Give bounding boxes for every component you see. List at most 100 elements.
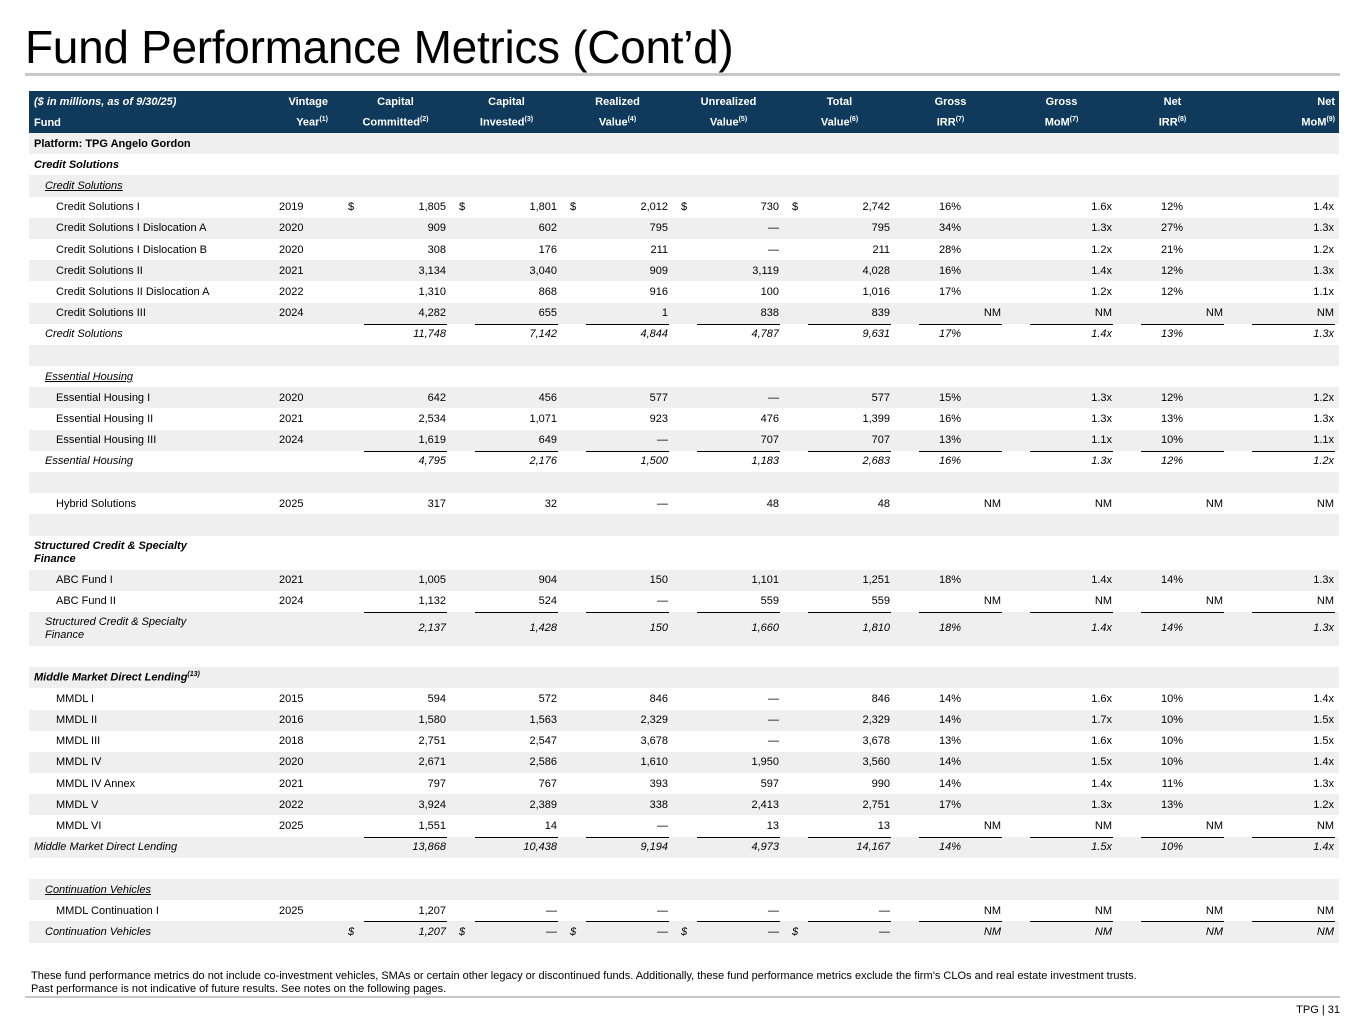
value: 2,413: [751, 798, 779, 811]
fund-row: ABC Fund II 2024 1,132 524 — 559 559 NM NM NM NM: [29, 591, 1339, 612]
value: 2,751: [862, 798, 890, 811]
net-mom-cell: 1.3x: [1228, 569, 1339, 591]
value: —: [768, 222, 779, 235]
value: —: [657, 497, 668, 510]
value: 1.5x: [1313, 714, 1334, 727]
net-irr-cell: 10%: [1117, 751, 1228, 774]
unrealized-value-cell: 559: [673, 591, 784, 612]
net-irr-cell: 10%: [1117, 429, 1228, 451]
value: 18%: [938, 574, 961, 587]
row-label: Essential Housing: [45, 455, 134, 468]
row-label: ABC Fund II: [56, 595, 116, 608]
value: 10%: [1160, 714, 1183, 727]
value: 11%: [1161, 777, 1183, 790]
net-irr-cell: 12%: [1117, 260, 1228, 282]
value: 1.2x: [1313, 798, 1334, 811]
vintage-year: 2015: [279, 692, 304, 705]
value: —: [657, 595, 668, 608]
value: 338: [649, 798, 668, 811]
fund-name: Credit Solutions I Dislocation A: [29, 217, 255, 239]
header-label: IRR: [1158, 116, 1178, 129]
unrealized-value-cell: —: [673, 239, 784, 260]
value: 1.3x: [1091, 455, 1112, 468]
capital-committed-cell: 2,671: [340, 751, 451, 774]
total-value-cell: 559: [784, 591, 895, 612]
value: NM: [1205, 497, 1223, 510]
net-irr-cell: NM: [1117, 493, 1228, 514]
value: —: [657, 434, 668, 447]
value: 1.3x: [1313, 574, 1334, 587]
value: 16%: [938, 455, 961, 468]
value: 2,742: [862, 201, 890, 214]
capital-committed-cell: 2,534: [340, 408, 451, 429]
value: 642: [427, 391, 446, 404]
value: 13%: [1160, 798, 1183, 811]
section-heading-label: Middle Market Direct Lending: [34, 672, 188, 685]
value: 2,586: [529, 756, 557, 769]
vintage-year: 2025: [279, 820, 304, 833]
gross-irr-cell: NM: [895, 591, 1006, 612]
value: 1,660: [751, 622, 779, 635]
row-label: Structured Credit & Specialty Finance: [45, 615, 187, 641]
value: 1.5x: [1091, 841, 1112, 854]
vintage-year: 2022: [279, 285, 304, 298]
footnote-ref: (6): [849, 116, 859, 124]
gross-irr-cell: NM: [895, 302, 1006, 324]
value: 14%: [1160, 622, 1183, 635]
value: NM: [1094, 820, 1112, 833]
capital-committed-cell: 642: [340, 387, 451, 409]
fund-row: MMDL IV 2020 2,671 2,586 1,610 1,950 3,560 14% 1…: [29, 751, 1339, 774]
net-irr-cell: NM: [1117, 302, 1228, 324]
header-row-2: Fund Year(1) Committed(2) Invested(3) Value(…: [29, 112, 1339, 133]
value: 1.2x: [1091, 285, 1112, 298]
realized-value-cell: —: [562, 815, 673, 836]
unrealized-value-cell: 1,183: [673, 450, 784, 472]
fund-name: MMDL I: [29, 688, 255, 709]
net-mom-cell: 1.3x: [1228, 408, 1339, 429]
value: 4,028: [862, 264, 890, 277]
row-label: MMDL IV Annex: [56, 777, 136, 790]
row-label: MMDL IV: [56, 756, 102, 769]
value: 1: [661, 307, 668, 320]
gross-mom-cell: 1.2x: [1006, 239, 1117, 260]
fund-name: MMDL III: [29, 731, 255, 752]
value: 3,678: [862, 735, 890, 748]
value: 12%: [1160, 264, 1183, 277]
value: 211: [872, 243, 890, 256]
header-capital-committed: Capital: [377, 95, 414, 108]
net-mom-cell: 1.2x: [1228, 450, 1339, 472]
value: NM: [1316, 820, 1334, 833]
value: NM: [1205, 904, 1223, 917]
row-label: Middle Market Direct Lending: [34, 841, 178, 854]
value: 7,142: [529, 328, 557, 341]
section-heading: Middle Market Direct Lending(13): [29, 667, 1339, 689]
value: 10%: [1160, 735, 1183, 748]
spacer-row: [29, 514, 1339, 536]
subtotal-label: Essential Housing: [29, 451, 255, 472]
value: 1.3x: [1313, 777, 1334, 790]
subtotal-label: Continuation Vehicles: [29, 921, 255, 943]
unrealized-value-cell: 4,787: [673, 323, 784, 345]
subtotal-label: Credit Solutions: [29, 324, 255, 345]
value: 846: [871, 692, 890, 705]
value: 1,101: [751, 574, 779, 587]
unrealized-value-cell: —: [673, 709, 784, 731]
value: NM: [983, 497, 1001, 510]
net-irr-cell: 27%: [1117, 217, 1228, 239]
header-realized-sub: Value(4): [562, 112, 673, 133]
value: 100: [760, 285, 779, 298]
fund-performance-table-container: ($ in millions, as of 9/30/25) Vintage C…: [29, 91, 1339, 943]
value: 577: [871, 391, 890, 404]
gross-mom-cell: 1.2x: [1006, 281, 1117, 302]
fund-row: Credit Solutions I Dislocation A 2020 909 6…: [29, 217, 1339, 239]
realized-value-cell: —: [562, 429, 673, 451]
value: 1.4x: [1313, 841, 1334, 854]
section-heading-row: Continuation Vehicles: [29, 879, 1339, 901]
gross-mom-cell: 1.7x: [1006, 709, 1117, 731]
gross-mom-cell: 1.6x: [1006, 688, 1117, 709]
realized-value-cell: 1,610: [562, 751, 673, 774]
realized-value-cell: 9,194: [562, 836, 673, 858]
row-label: ABC Fund I: [56, 574, 113, 587]
gross-irr-cell: 13%: [895, 731, 1006, 752]
capital-committed-cell: 1,310: [340, 281, 451, 302]
